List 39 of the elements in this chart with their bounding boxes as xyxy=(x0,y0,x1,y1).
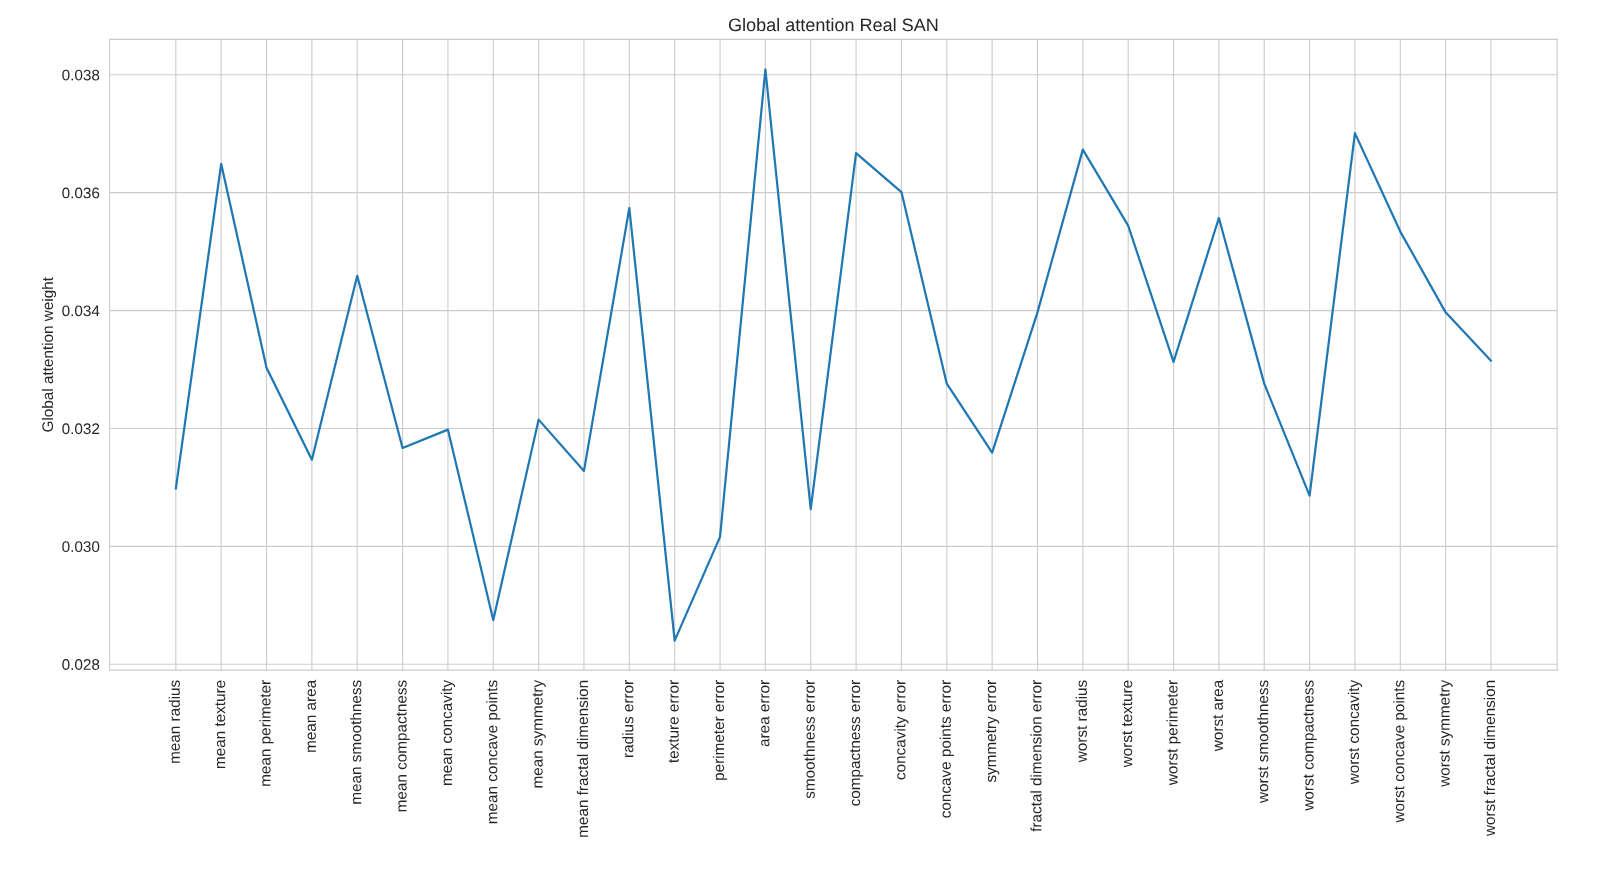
x-tick-label: texture error xyxy=(668,680,679,763)
x-tick-label: worst smoothness xyxy=(1257,680,1269,803)
x-tick-label: perimeter error xyxy=(712,680,728,780)
chart-title: Global attention Real SAN xyxy=(728,18,938,32)
x-tick-label: worst compactness xyxy=(1303,680,1317,811)
x-tick-label: worst perimeter xyxy=(1166,680,1181,786)
x-tick-label: mean area xyxy=(307,679,316,752)
x-tick-label: worst concavity xyxy=(1347,679,1363,785)
x-tick-label: worst symmetry xyxy=(1439,679,1453,787)
x-tick-label: mean perimeter xyxy=(259,680,274,786)
y-tick-label: 0.030 xyxy=(62,541,100,553)
x-tick-label: mean texture xyxy=(215,680,226,769)
x-tick-label: mean smoothness xyxy=(350,680,362,804)
y-tick-label: 0.028 xyxy=(62,659,100,670)
y-tick-label: 0.038 xyxy=(62,69,100,81)
x-tick-label: mean concave points xyxy=(486,680,501,824)
x-tick-label: worst texture xyxy=(1122,680,1133,768)
y-tick-label: 0.032 xyxy=(62,423,100,435)
x-tick-label: worst concave points xyxy=(1393,680,1408,823)
x-tick-label: radius error xyxy=(622,680,634,757)
y-tick-label: 0.034 xyxy=(62,305,100,317)
x-tick-label: area error xyxy=(761,680,770,747)
x-tick-label: mean symmetry xyxy=(532,679,546,788)
x-tick-label: smoothness error xyxy=(803,680,815,799)
x-tick-label: fractal dimension error xyxy=(1030,680,1042,832)
x-tick-label: mean fractal dimension xyxy=(576,680,589,837)
x-tick-label: compactness error xyxy=(850,680,864,806)
x-tick-label: concave points error xyxy=(939,680,954,818)
x-tick-label: mean concavity xyxy=(440,679,456,785)
y-tick-label: 0.036 xyxy=(62,187,100,199)
x-tick-label: worst fractal dimension xyxy=(1483,680,1496,837)
x-tick-label: worst area xyxy=(1212,679,1223,752)
x-tick-label: concavity error xyxy=(894,680,909,780)
x-tick-label: mean compactness xyxy=(396,680,410,812)
x-tick-label: mean radius xyxy=(168,680,180,763)
y-axis-title: Global attention weight xyxy=(41,277,57,432)
x-tick-label: symmetry error xyxy=(986,680,1000,783)
x-tick-label: worst radius xyxy=(1075,680,1087,763)
line-series xyxy=(174,68,1493,642)
